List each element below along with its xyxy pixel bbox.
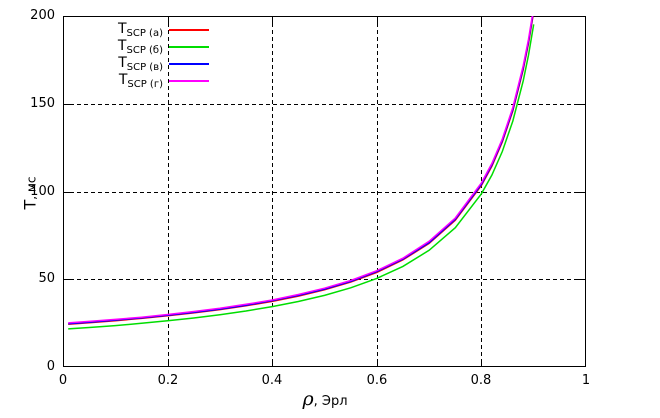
y-tick-label: 0: [46, 359, 55, 374]
x-tick-label: 0.2: [157, 373, 179, 388]
plot-area: [63, 16, 586, 367]
legend-label: TSCP (б): [117, 37, 163, 56]
y-axis-label-symbol: T: [20, 199, 40, 210]
legend-label: TSCP (а): [117, 20, 163, 39]
y-tick-label: 100: [30, 184, 55, 199]
legend: TSCP (а) TSCP (б) TSCP (в) TSCP (г): [95, 20, 209, 90]
legend-entry: TSCP (а): [95, 20, 209, 39]
x-tick-label: 0.6: [366, 373, 388, 388]
legend-line: [169, 28, 209, 31]
y-tick-label: 200: [30, 8, 55, 23]
y-axis-label-units: , мс: [24, 176, 39, 200]
legend-entry: TSCP (г): [95, 71, 209, 90]
x-axis-label: ρ, Эрл: [302, 388, 347, 410]
legend-entry: TSCP (в): [95, 54, 209, 73]
x-tick-label: 0: [58, 373, 68, 388]
x-tick-label: 1: [581, 373, 591, 388]
legend-line: [169, 62, 209, 65]
x-tick-label: 0.4: [261, 373, 283, 388]
legend-line: [169, 79, 209, 82]
legend-label: TSCP (г): [118, 71, 163, 90]
x-axis-label-symbol: ρ: [302, 388, 314, 410]
legend-line: [169, 45, 209, 48]
y-tick-label: 50: [38, 271, 55, 286]
legend-label: TSCP (в): [118, 54, 163, 73]
x-tick-label: 0.8: [470, 373, 492, 388]
x-axis-label-units: , Эрл: [313, 394, 348, 409]
legend-entry: TSCP (б): [95, 37, 209, 56]
y-tick-label: 150: [30, 96, 55, 111]
y-axis-label: T, мс: [21, 176, 40, 209]
